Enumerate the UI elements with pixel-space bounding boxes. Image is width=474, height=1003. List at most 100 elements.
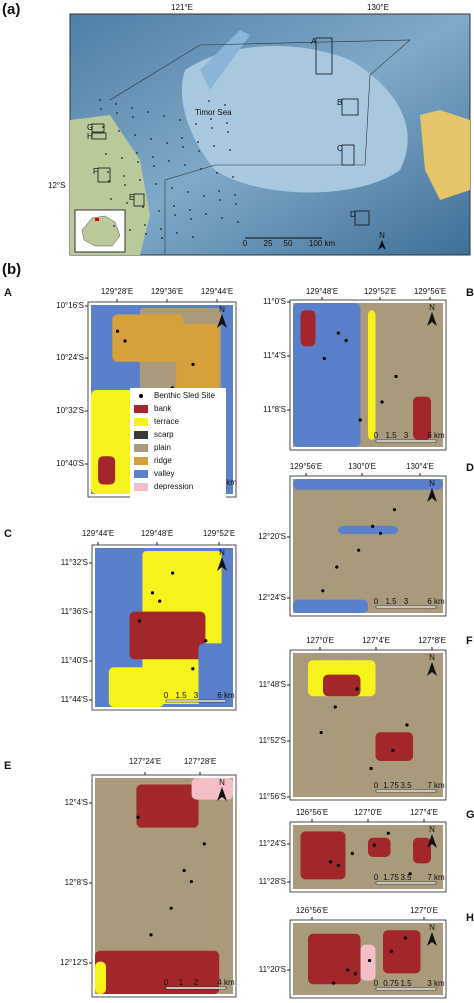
scale-label: 6 km [427, 431, 445, 440]
seabed-bank [300, 310, 316, 347]
lat-label: 10°32'S [56, 406, 84, 415]
sample-dot [158, 210, 160, 212]
sample-dot [192, 236, 194, 238]
sample-dot [100, 108, 102, 110]
sample-dot [99, 99, 101, 101]
seabed-bank [129, 611, 206, 660]
legend-label: bank [154, 404, 172, 413]
sled-site [355, 687, 359, 691]
sample-dot [227, 131, 229, 133]
legend-marker [139, 394, 143, 398]
sample-dot [153, 165, 155, 167]
sample-dot [163, 115, 165, 117]
lat-label: 11°48'S [259, 680, 286, 689]
legend-swatch [134, 431, 148, 439]
sample-dot [171, 187, 173, 189]
sample-dot [102, 126, 104, 128]
sled-site [319, 730, 323, 735]
north-label: N [219, 548, 225, 557]
sled-site [357, 548, 361, 552]
seabed-bank [375, 732, 413, 761]
sample-dot [147, 111, 149, 113]
lon-label: 127°8'E [418, 636, 446, 645]
sample-dot [166, 142, 168, 144]
seabed-valley [293, 599, 368, 613]
lon-label: 127°0'E [306, 636, 334, 645]
sled-site [391, 748, 395, 753]
lon-label: 129°44'E [201, 287, 233, 296]
scale-label: 0 [374, 781, 379, 790]
site-box-label: C [337, 144, 343, 153]
scale-label: 1.5 [400, 979, 412, 988]
map-core [344, 482, 431, 610]
map-core [344, 306, 431, 444]
map-core [344, 828, 431, 886]
legend-label: plain [154, 443, 171, 452]
seabed-bank [300, 831, 346, 880]
site-box [133, 193, 145, 207]
sample-dot [139, 179, 141, 181]
legend-label: valley [154, 469, 174, 478]
sled-site [386, 831, 390, 835]
lon-label: 126°56'E [296, 906, 328, 915]
sample-dot [221, 217, 223, 219]
sled-site [403, 936, 408, 940]
australia [81, 215, 121, 247]
north-arrow [427, 312, 437, 326]
sample-dot [189, 209, 191, 211]
legend-swatch [134, 405, 148, 413]
site-box [91, 132, 107, 140]
scale-bar [375, 439, 437, 443]
legend-label: ridge [154, 456, 172, 465]
sled-site [353, 972, 358, 976]
lon-label: 127°0'E [354, 808, 382, 817]
scale-label: 100 km [309, 239, 336, 248]
scale-label: 3.5 [400, 873, 412, 882]
sample-dot [229, 149, 231, 151]
shelf [181, 46, 408, 193]
lon-label: 129°48'E [141, 529, 173, 538]
sample-dot [203, 195, 205, 197]
map-letter: E [4, 760, 11, 772]
seabed-bank [98, 456, 116, 485]
scale-label: 3 [404, 431, 409, 440]
site-box [354, 210, 370, 226]
sled-site [336, 863, 340, 868]
scale-bar [165, 986, 227, 990]
sample-dot [124, 184, 126, 186]
lat-label: 12°4'S [65, 798, 88, 807]
lat-label: 12°S [48, 181, 65, 190]
scale-label: 3 [404, 597, 409, 606]
sled-site [322, 356, 326, 361]
lon-label: 127°28'E [184, 757, 216, 766]
lon-label: 130°E [367, 3, 389, 12]
map-letter: H [466, 912, 474, 924]
seabed-bank [383, 930, 421, 974]
sled-site [150, 591, 155, 595]
sled-site [367, 958, 372, 963]
sample-dot [144, 224, 146, 226]
lon-label: 127°4'E [410, 808, 438, 817]
lat-label: 10°40'S [56, 459, 84, 468]
sample-dot [137, 161, 139, 163]
sled-site [335, 565, 339, 569]
lat-label: 10°24'S [56, 353, 84, 362]
sample-dot [161, 237, 163, 239]
lat-label: 11°4'S [263, 351, 286, 360]
north-arrow [427, 662, 437, 676]
sled-site [328, 860, 333, 864]
sample-dot [136, 152, 138, 154]
scale-bar [375, 789, 437, 793]
lat-label: 11°20'S [259, 965, 286, 974]
sample-dot [129, 229, 131, 231]
sled-site [169, 906, 173, 910]
lon-label: 129°44'E [82, 529, 114, 538]
site-box-label: A [311, 37, 317, 46]
lon-label: 129°52'E [364, 287, 396, 296]
north-label: N [429, 653, 435, 662]
sled-site [405, 723, 409, 727]
map-letter: G [466, 809, 474, 821]
sample-dot [237, 221, 239, 223]
sample-dot [224, 104, 226, 106]
